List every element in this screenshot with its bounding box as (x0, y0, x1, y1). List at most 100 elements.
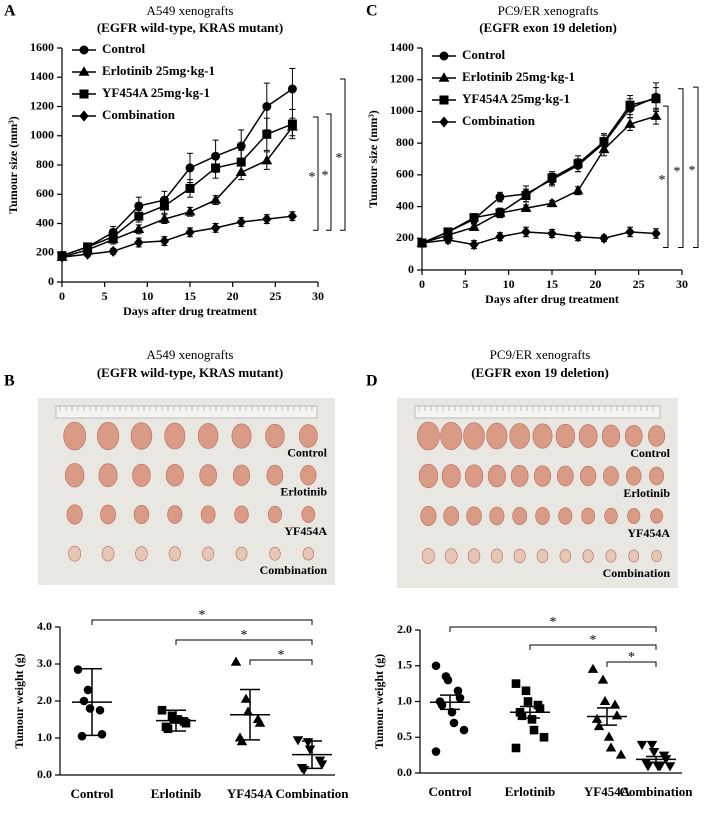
tumour (234, 505, 249, 524)
y-axis-label: Tumour weight (g) (372, 654, 386, 749)
marker (573, 231, 583, 243)
bracket (326, 113, 332, 231)
tumour (418, 463, 439, 489)
marker (547, 227, 557, 240)
y-tick-label: 200 (36, 245, 54, 259)
row-label: Control (630, 446, 670, 460)
x-tick-label: 0 (59, 289, 65, 303)
x-tick-label: 15 (546, 277, 558, 291)
bracket (91, 619, 313, 625)
marker (547, 173, 557, 183)
photo-title: PC9/ER xenografts (490, 347, 591, 362)
x-tick-label: 20 (227, 289, 239, 303)
chart-title: A549 xenografts (146, 3, 233, 18)
chart-subtitle: (EGFR exon 19 deletion) (479, 20, 617, 35)
marker (511, 679, 521, 688)
x-axis-label: Days after drug treatment (485, 292, 619, 306)
row-label: Combination (603, 566, 671, 580)
tumour (601, 424, 621, 448)
y-tick-label: 2.0 (397, 622, 412, 636)
tumour (582, 549, 594, 563)
marker (599, 137, 609, 147)
series-line (61, 123, 293, 257)
marker (108, 245, 118, 257)
marker (603, 731, 615, 741)
tumour (302, 547, 314, 561)
tumour (605, 549, 617, 563)
marker (599, 232, 609, 244)
tumour (267, 505, 282, 524)
marker (573, 159, 583, 169)
bracket (606, 661, 657, 667)
x-tick-label: 10 (503, 277, 515, 291)
tumour (440, 422, 463, 450)
marker (611, 710, 623, 720)
marker (625, 226, 635, 238)
tumour (232, 464, 251, 486)
tumour (513, 548, 526, 564)
marker (82, 248, 93, 260)
x-tick-label: Combination (620, 784, 694, 799)
tumour (97, 422, 120, 450)
y-tick-label: 1200 (30, 98, 54, 112)
y-tick-label: 1000 (30, 128, 54, 142)
marker (443, 234, 453, 246)
tumour (231, 423, 252, 449)
row-label: Control (287, 445, 327, 459)
tumour (202, 546, 215, 561)
tumour (533, 465, 552, 487)
marker (210, 222, 221, 234)
photo-subtitle: (EGFR exon 19 deletion) (471, 365, 609, 380)
significance: * (659, 173, 666, 188)
marker (625, 100, 635, 110)
panel-label: D (366, 373, 378, 390)
y-tick-label: 600 (36, 186, 54, 200)
tumour (101, 546, 115, 562)
tumour (420, 506, 437, 526)
marker (520, 202, 532, 212)
marker (134, 211, 144, 221)
tumour (444, 548, 458, 564)
marker (184, 205, 196, 216)
series-line (421, 231, 657, 246)
tumour (490, 548, 503, 564)
y-tick-label: 4.0 (37, 619, 52, 633)
marker (287, 84, 297, 94)
marker (173, 715, 183, 724)
marker (521, 226, 531, 238)
marker (624, 118, 636, 128)
legend-marker (439, 95, 449, 105)
marker (521, 686, 531, 696)
marker (599, 695, 611, 706)
x-tick-label: Combination (276, 786, 350, 801)
x-tick-label: 30 (676, 277, 688, 291)
x-tick-label: YF454A (227, 786, 274, 801)
marker (468, 221, 480, 231)
tumour (266, 464, 284, 486)
significance: * (199, 608, 206, 623)
tumour (581, 507, 595, 525)
series-line (421, 115, 657, 244)
tumour (235, 546, 248, 561)
marker (236, 157, 246, 167)
marker (158, 213, 170, 223)
legend-marker (79, 45, 89, 55)
x-tick-label: 30 (312, 289, 324, 303)
y-tick-label: 1.0 (37, 730, 52, 744)
tumour (626, 466, 642, 486)
tumour (603, 466, 619, 486)
tumour (650, 508, 663, 524)
y-axis-label: Tumour weight (g) (12, 653, 26, 748)
y-tick-label: 1000 (390, 103, 414, 117)
tumour (165, 463, 184, 487)
marker (615, 749, 627, 759)
row-label: Erlotinib (623, 486, 670, 500)
chart-title: PC9/ER xenografts (498, 3, 599, 18)
y-tick-label: 0 (48, 274, 54, 288)
marker (459, 725, 469, 735)
legend-label: YF454A 25mg·kg-1 (102, 85, 210, 100)
x-tick-label: 0 (419, 277, 425, 291)
marker (546, 197, 558, 208)
marker (95, 705, 105, 715)
tumour (509, 423, 530, 449)
